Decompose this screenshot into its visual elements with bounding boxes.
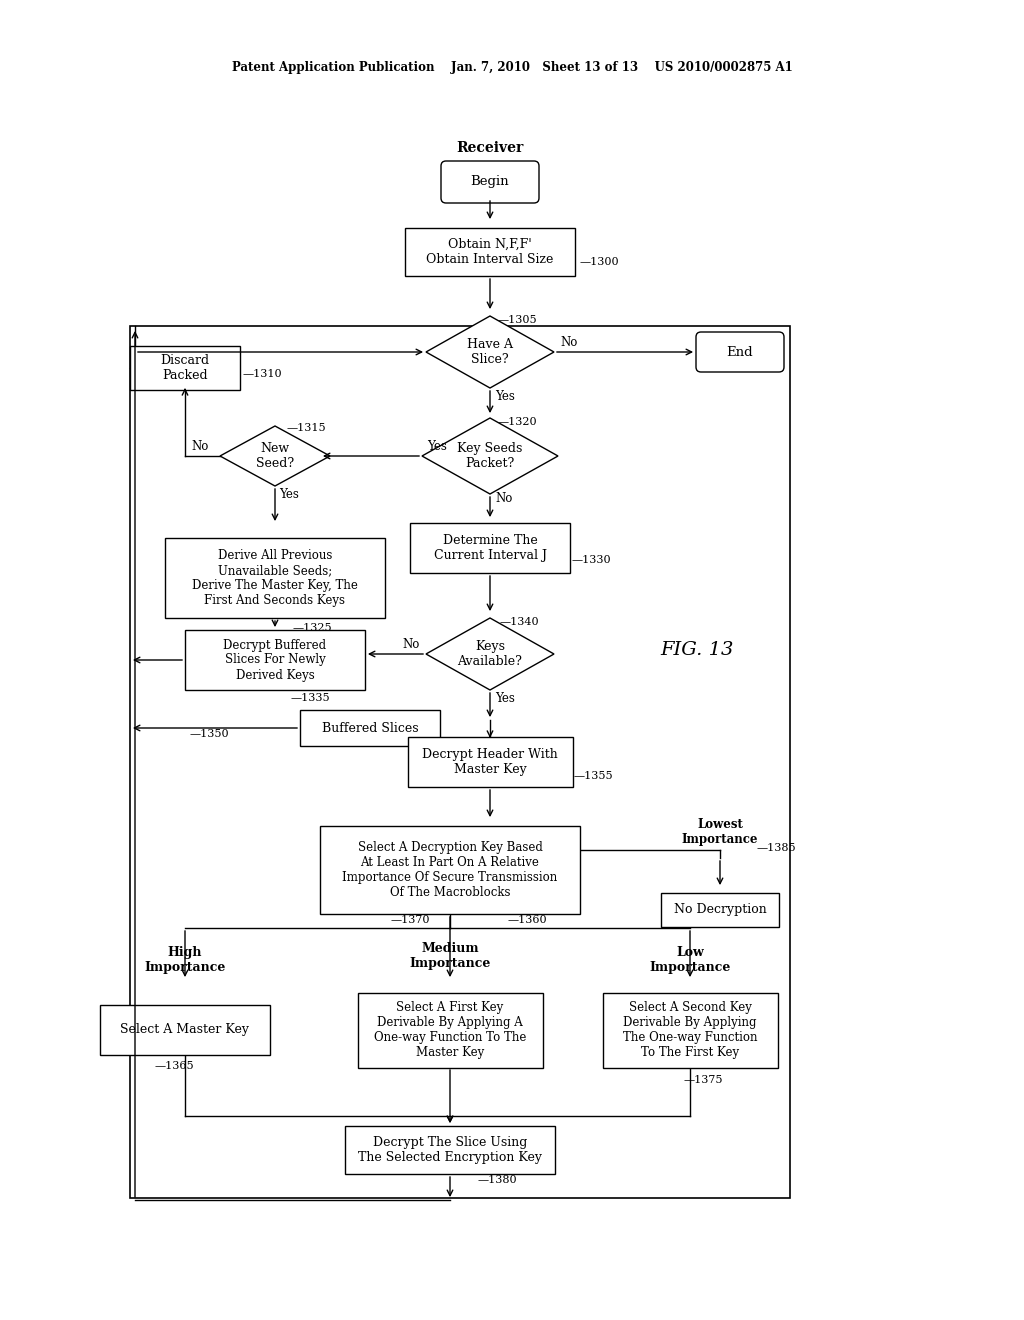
Text: —1320: —1320 (498, 417, 538, 426)
Bar (165, 539, 385, 618)
Bar (410, 523, 570, 573)
Text: Buffered Slices: Buffered Slices (322, 722, 419, 734)
Bar (100, 1005, 270, 1055)
Text: No: No (560, 335, 578, 348)
Text: Yes: Yes (279, 487, 299, 500)
Text: Obtain N,F,F'
Obtain Interval Size: Obtain N,F,F' Obtain Interval Size (426, 238, 554, 267)
Text: Select A Master Key: Select A Master Key (121, 1023, 250, 1036)
Text: Key Seeds
Packet?: Key Seeds Packet? (458, 442, 522, 470)
FancyBboxPatch shape (441, 161, 539, 203)
Text: No Decryption: No Decryption (674, 903, 766, 916)
Text: No: No (191, 440, 209, 453)
Bar (408, 737, 572, 787)
Bar (602, 993, 777, 1068)
Bar (130, 346, 240, 389)
Text: —1370: —1370 (390, 915, 430, 925)
Text: Select A Second Key
Derivable By Applying
The One-way Function
To The First Key: Select A Second Key Derivable By Applyin… (623, 1001, 758, 1059)
Text: —1315: —1315 (287, 422, 327, 433)
Bar (300, 710, 440, 746)
Bar (345, 1126, 555, 1173)
Text: Decrypt Header With
Master Key: Decrypt Header With Master Key (422, 748, 558, 776)
Text: —1300: —1300 (580, 257, 620, 267)
Text: Yes: Yes (495, 692, 515, 705)
Text: Keys
Available?: Keys Available? (458, 640, 522, 668)
Bar (319, 826, 580, 913)
Text: —1365: —1365 (155, 1061, 195, 1071)
Text: Select A First Key
Derivable By Applying A
One-way Function To The
Master Key: Select A First Key Derivable By Applying… (374, 1001, 526, 1059)
Text: —1325: —1325 (293, 623, 333, 634)
Text: Begin: Begin (471, 176, 509, 189)
Text: Have A
Slice?: Have A Slice? (467, 338, 513, 366)
Text: Low
Importance: Low Importance (649, 946, 731, 974)
Text: —1330: —1330 (572, 554, 611, 565)
Text: FIG. 13: FIG. 13 (660, 642, 733, 659)
Bar (357, 993, 543, 1068)
Text: Receiver: Receiver (457, 141, 523, 154)
Text: Patent Application Publication    Jan. 7, 2010   Sheet 13 of 13    US 2010/00028: Patent Application Publication Jan. 7, 2… (231, 62, 793, 74)
Text: Discard
Packed: Discard Packed (161, 354, 210, 381)
Text: Decrypt The Slice Using
The Selected Encryption Key: Decrypt The Slice Using The Selected Enc… (358, 1137, 542, 1164)
Text: End: End (727, 346, 754, 359)
Text: —1305: —1305 (498, 315, 538, 325)
Text: No: No (402, 638, 420, 651)
Polygon shape (220, 426, 330, 486)
Polygon shape (426, 315, 554, 388)
Bar (406, 228, 575, 276)
Polygon shape (426, 618, 554, 690)
Text: High
Importance: High Importance (144, 946, 225, 974)
Text: —1340: —1340 (500, 616, 540, 627)
Text: New
Seed?: New Seed? (256, 442, 294, 470)
Text: Yes: Yes (427, 440, 446, 453)
Text: Decrypt Buffered
Slices For Newly
Derived Keys: Decrypt Buffered Slices For Newly Derive… (223, 639, 327, 681)
Bar (130, 326, 790, 1199)
Text: —1375: —1375 (684, 1074, 724, 1085)
Text: —1385: —1385 (757, 843, 797, 853)
Text: Medium
Importance: Medium Importance (410, 942, 490, 970)
Text: —1355: —1355 (574, 771, 613, 781)
Text: —1335: —1335 (291, 693, 331, 704)
Text: —1350: —1350 (190, 729, 229, 739)
Text: Derive All Previous
Unavailable Seeds;
Derive The Master Key, The
First And Seco: Derive All Previous Unavailable Seeds; D… (193, 549, 358, 607)
Text: —1360: —1360 (508, 915, 548, 925)
Text: Lowest
Importance: Lowest Importance (682, 818, 758, 846)
Polygon shape (422, 418, 558, 494)
Bar (662, 894, 779, 927)
Bar (185, 630, 365, 690)
Text: Determine The
Current Interval J: Determine The Current Interval J (433, 535, 547, 562)
Text: —1310: —1310 (243, 370, 283, 379)
Text: No: No (495, 491, 512, 504)
Text: —1380: —1380 (478, 1175, 517, 1185)
Text: Yes: Yes (495, 389, 515, 403)
FancyBboxPatch shape (696, 333, 784, 372)
Text: Select A Decryption Key Based
At Least In Part On A Relative
Importance Of Secur: Select A Decryption Key Based At Least I… (342, 841, 558, 899)
